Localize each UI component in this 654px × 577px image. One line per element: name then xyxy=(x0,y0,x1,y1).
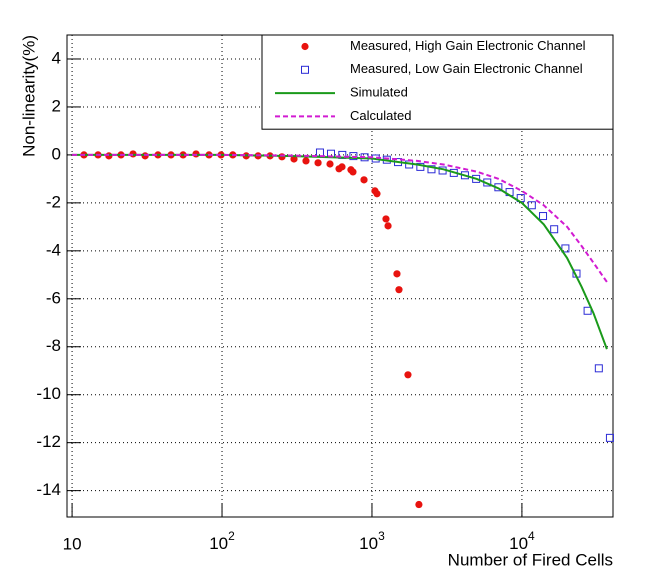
legend-swatch xyxy=(301,65,309,74)
data-point xyxy=(404,371,412,379)
x-tick-label: 10 xyxy=(63,534,82,553)
data-point xyxy=(527,201,536,210)
data-point xyxy=(415,500,423,509)
data-point xyxy=(338,163,346,171)
data-point xyxy=(302,157,310,165)
data-point xyxy=(290,155,298,163)
x-tick-label: 102 xyxy=(209,529,235,553)
data-point xyxy=(360,176,368,184)
y-tick-label: 0 xyxy=(52,144,61,163)
y-tick-label: -12 xyxy=(36,432,61,451)
data-point xyxy=(384,222,392,230)
data-point xyxy=(416,162,425,171)
x-tick-label: 103 xyxy=(359,529,385,553)
legend-label: Measured, Low Gain Electronic Channel xyxy=(350,61,583,76)
data-point xyxy=(326,160,334,168)
data-point xyxy=(393,270,401,278)
data-point xyxy=(605,433,614,442)
legend-label: Simulated xyxy=(350,85,408,100)
data-point xyxy=(472,174,481,183)
x-tick-label: 104 xyxy=(509,529,535,553)
data-point xyxy=(427,165,436,174)
y-tick-label: 2 xyxy=(52,96,61,115)
data-point xyxy=(382,215,390,223)
y-tick-label: -6 xyxy=(46,288,61,307)
x-tick-exponent: 2 xyxy=(228,529,235,543)
data-point xyxy=(561,244,570,253)
x-tick-base: 10 xyxy=(209,534,228,553)
legend-label: Calculated xyxy=(350,108,411,123)
y-tick-label: -10 xyxy=(36,384,61,403)
series-line xyxy=(72,153,608,283)
y-tick-label: -8 xyxy=(46,336,61,355)
data-point xyxy=(314,159,322,167)
x-tick-base: 10 xyxy=(509,534,528,553)
series-line xyxy=(72,153,608,350)
data-point xyxy=(583,306,592,315)
data-point xyxy=(594,364,603,373)
y-axis-label: Non-linearity(%) xyxy=(19,35,38,157)
y-tick-label: -14 xyxy=(36,480,61,499)
x-tick-exponent: 4 xyxy=(528,529,535,543)
data-point xyxy=(550,225,559,234)
x-tick-exponent: 3 xyxy=(378,529,385,543)
y-tick-label: -2 xyxy=(46,192,61,211)
legend-label: Measured, High Gain Electronic Channel xyxy=(350,38,586,53)
data-point xyxy=(395,286,403,294)
x-axis-label: Number of Fired Cells xyxy=(448,550,613,569)
data-point xyxy=(373,190,381,198)
y-tick-label: -4 xyxy=(46,240,61,259)
data-point xyxy=(349,168,357,176)
y-tick-label: 4 xyxy=(52,48,61,67)
legend-swatch xyxy=(301,42,309,51)
data-point xyxy=(539,212,548,221)
x-tick-base: 10 xyxy=(359,534,378,553)
legend-box xyxy=(261,34,614,130)
